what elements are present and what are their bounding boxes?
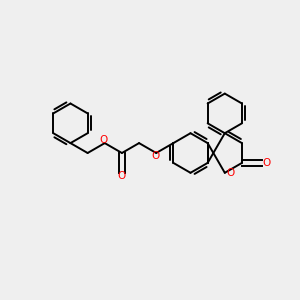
- Text: O: O: [99, 135, 107, 145]
- Text: O: O: [226, 168, 234, 178]
- Text: O: O: [262, 158, 270, 168]
- Text: O: O: [118, 171, 126, 182]
- Text: O: O: [151, 151, 159, 161]
